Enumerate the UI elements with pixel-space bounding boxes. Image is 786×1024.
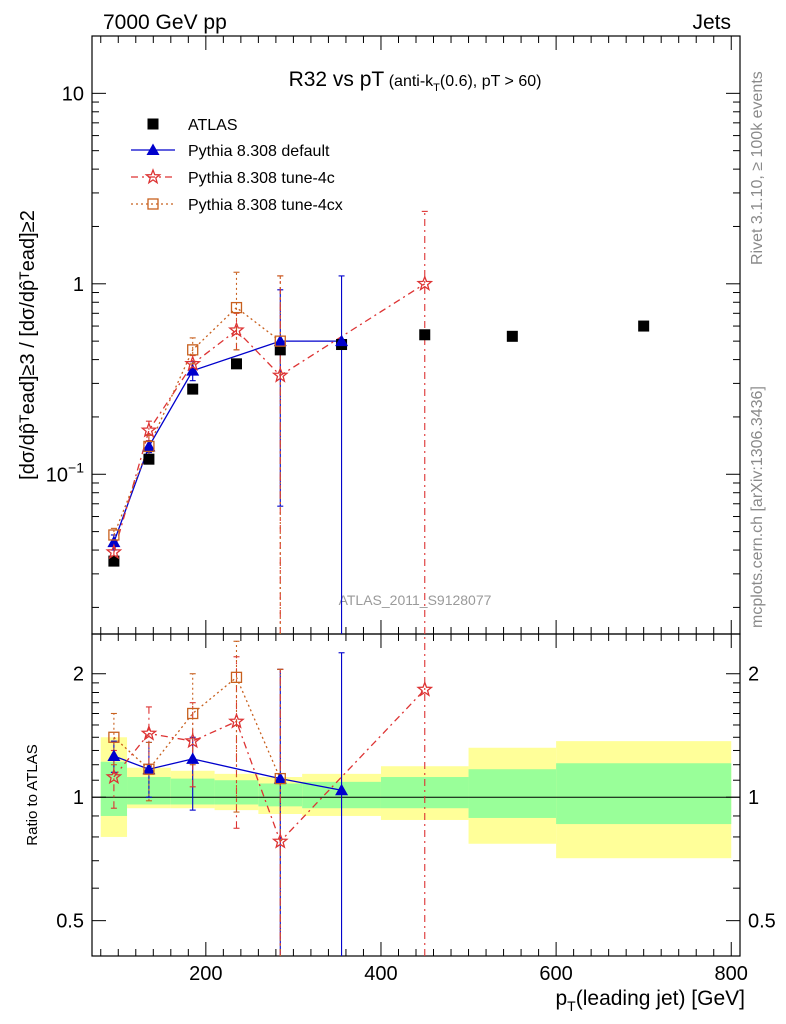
- y-tick-label-main: 10: [62, 83, 84, 105]
- tune4c-marker: [140, 724, 158, 741]
- band-inner-7: [468, 769, 557, 818]
- atlas-marker: [108, 555, 120, 567]
- tune4cx-marker: [108, 529, 120, 541]
- tune4cx-marker: [187, 344, 199, 356]
- tune4c-marker: [228, 712, 245, 729]
- tune4cx-marker: [274, 335, 286, 347]
- default-marker: [146, 143, 160, 155]
- y-tick-label-main: 1: [73, 274, 84, 296]
- atlas-marker: [274, 344, 286, 356]
- legend-label-atlas: ATLAS: [188, 117, 238, 134]
- legend-label-default: Pythia 8.308 default: [188, 143, 330, 160]
- atlas-marker: [638, 320, 650, 332]
- y-tick-label-ratio: 1: [73, 787, 84, 809]
- atlas-marker: [230, 358, 242, 370]
- mcplots-label: mcplots.cern.ch [arXiv:1306.3436]: [749, 386, 766, 628]
- plot-title-sub-suffix: (0.6), pT > 60): [440, 73, 542, 90]
- header-left: 7000 GeV pp: [103, 11, 227, 34]
- y-tick-label-main: 10−1: [46, 459, 84, 486]
- tune4c-marker: [271, 832, 289, 849]
- tune4cx-marker: [230, 301, 243, 314]
- atlas-marker: [187, 383, 199, 395]
- x-axis-label-sub: T: [567, 998, 576, 1014]
- analysis-watermark: ATLAS_2011_S9128077: [339, 592, 492, 608]
- y-axis-label-ratio: Ratio to ATLAS: [24, 744, 41, 845]
- tune4cx-marker: [187, 707, 199, 720]
- tune4c-marker: [140, 421, 158, 438]
- tune4cx-marker: [230, 671, 243, 683]
- atlas-marker: [506, 330, 518, 342]
- plot-title: R32 vs pT (anti-kT(0.6), pT > 60): [289, 68, 542, 94]
- default-marker: [273, 772, 287, 784]
- y-axis-label-main: [dσ/dp̂ᵀead]≥3 / [dσ/dp̂ᵀead]≥2: [17, 210, 39, 480]
- tune4c-marker: [184, 732, 202, 749]
- x-tick-label: 400: [364, 963, 397, 985]
- tune4c-marker: [271, 366, 289, 383]
- y-tick-label-ratio-right: 0.5: [748, 911, 776, 933]
- uncertainty-bands: [100, 737, 732, 859]
- tune4c-marker: [228, 321, 245, 338]
- y-tick-label-ratio: 0.5: [56, 911, 84, 933]
- tune4c-marker: [105, 768, 123, 785]
- y-tick-label-ratio: 2: [73, 664, 84, 686]
- x-tick-label: 600: [539, 963, 572, 985]
- plot-title-sub-prefix: (anti-k: [389, 73, 434, 90]
- rivet-label: Rivet 3.1.10, ≥ 100k events: [749, 71, 766, 265]
- tune4cx-line: [113, 306, 281, 536]
- tune4c-line: [113, 283, 426, 553]
- x-tick-label: 800: [715, 963, 748, 985]
- tune4c-marker: [416, 680, 434, 697]
- legend: ATLAS Pythia 8.308 default Pythia 8.308 tu…: [131, 117, 343, 214]
- band-inner-8: [556, 763, 732, 825]
- default-marker: [107, 535, 121, 548]
- tune4c-marker: [105, 543, 123, 560]
- tune4cx-marker: [147, 198, 159, 210]
- y-tick-label-exponent: −1: [68, 459, 84, 475]
- tune4c-marker: [184, 354, 202, 371]
- ratio-series: [105, 634, 434, 956]
- tune4c-ratio-line: [113, 689, 426, 843]
- axes: 200 400 600 800 10−1 1 10 0.5 0.5 1 1 2 2: [46, 35, 776, 985]
- header-right: Jets: [692, 11, 731, 34]
- tune4cx-marker: [274, 772, 286, 785]
- main-series: [105, 210, 650, 634]
- atlas-marker: [143, 453, 155, 465]
- atlas-marker: [419, 329, 431, 341]
- plot-title-main: R32 vs pT: [289, 68, 385, 91]
- tune4cx-ratio-line: [113, 676, 281, 779]
- x-tick-label: 200: [189, 963, 222, 985]
- tune4cx-marker: [143, 440, 155, 453]
- x-axis-label: pT(leading jet) [GeV]: [555, 987, 745, 1014]
- legend-label-tune4c: Pythia 8.308 tune-4c: [188, 170, 335, 187]
- y-tick-label-ratio-right: 1: [748, 787, 759, 809]
- tune4c-marker: [144, 168, 162, 185]
- default-marker: [186, 364, 200, 376]
- plot-title-sub-sub: T: [433, 82, 440, 94]
- x-axis-label-rest: (leading jet) [GeV]: [576, 987, 745, 1010]
- default-marker: [107, 749, 121, 762]
- tune4cx-marker: [108, 731, 120, 743]
- default-marker: [335, 334, 349, 347]
- atlas-marker: [147, 118, 159, 130]
- default-marker: [186, 752, 200, 764]
- x-axis-label-p: p: [555, 987, 567, 1010]
- tune4cx-marker: [143, 763, 155, 775]
- y-tick-label-ratio-right: 2: [748, 664, 759, 686]
- default-marker: [335, 783, 349, 796]
- default-marker: [142, 439, 156, 452]
- tune4c-marker: [416, 274, 434, 292]
- legend-label-tune4cx: Pythia 8.308 tune-4cx: [188, 197, 343, 214]
- default-marker: [142, 762, 156, 775]
- default-marker: [273, 334, 287, 347]
